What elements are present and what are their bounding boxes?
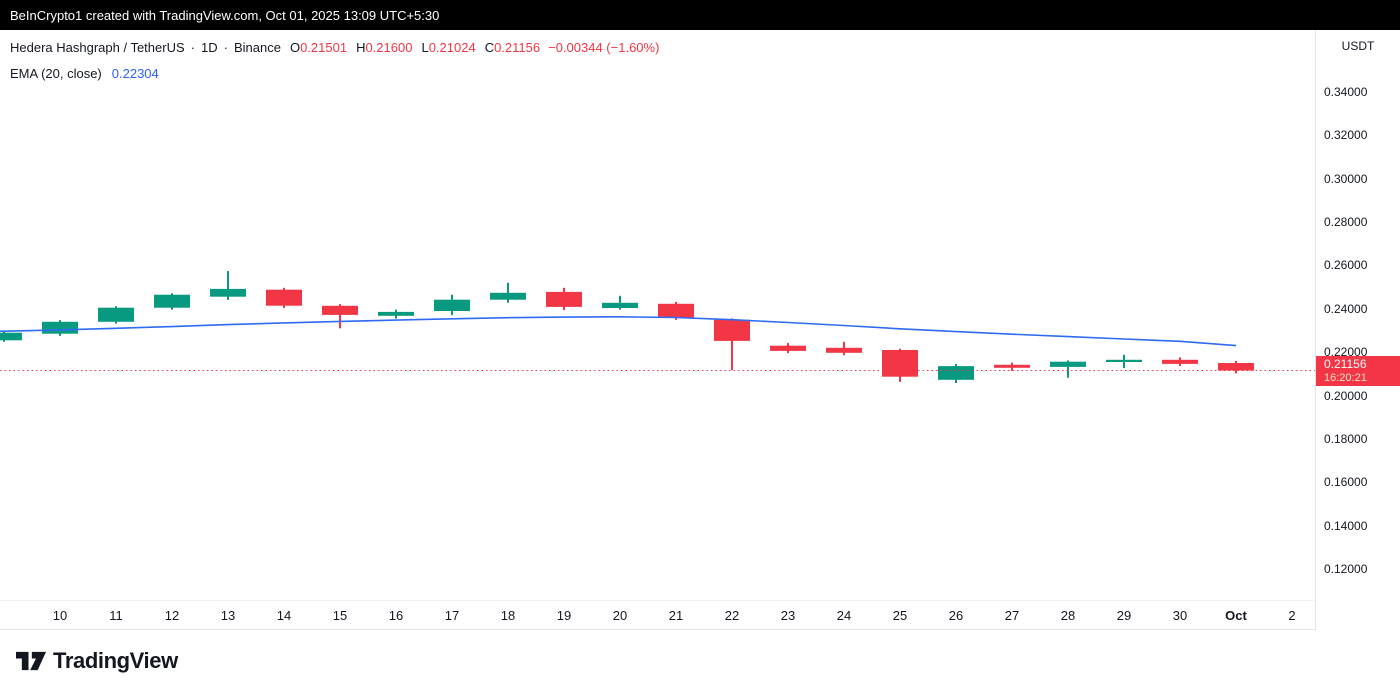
time-tick-label: 26 [948, 608, 964, 623]
watermark-bar: BeInCrypto1 created with TradingView.com… [0, 0, 1400, 30]
time-tick-label: 29 [1116, 608, 1132, 623]
candle-body [322, 305, 358, 315]
time-tick-label: 16 [388, 608, 404, 623]
price-tick-label: 0.18000 [1324, 432, 1368, 446]
chart-plot-area[interactable]: Hedera Hashgraph / TetherUS · 1D · Binan… [0, 30, 1315, 600]
time-tick-label: 19 [556, 608, 572, 623]
price-tick-label: 0.26000 [1324, 258, 1368, 272]
separator-dot: · [223, 39, 228, 55]
tradingview-wordmark[interactable]: TradingView [53, 648, 178, 673]
currency-toggle-button[interactable]: USDT [1341, 39, 1375, 53]
price-tick-label: 0.34000 [1324, 85, 1368, 99]
separator-dot: · [190, 39, 195, 55]
close-label: C [484, 39, 495, 55]
time-tick-label: 22 [724, 608, 740, 623]
candle-body [994, 364, 1030, 368]
candle-body [938, 366, 974, 380]
candle-body [98, 307, 134, 322]
footer: TradingView [0, 630, 1400, 692]
time-tick-label: 12 [164, 608, 180, 623]
candle-body [154, 294, 190, 308]
price-tick-label: 0.30000 [1324, 172, 1368, 186]
symbol-name[interactable]: Hedera Hashgraph / TetherUS [10, 39, 185, 55]
time-tick-label: 20 [612, 608, 628, 623]
ema-line [0, 315, 1237, 347]
candle-body [882, 350, 918, 377]
current-price-badge: 0.21156 16:20:21 [1316, 356, 1400, 386]
candle-body [266, 289, 302, 306]
tradingview-logo-icon[interactable] [16, 648, 46, 674]
close-value: 0.21156 [494, 39, 541, 55]
candle-body [602, 302, 638, 308]
time-tick-label: 21 [668, 608, 684, 623]
indicator-row: EMA (20, close) 0.22304 [10, 60, 659, 86]
price-tick-label: 0.20000 [1324, 389, 1368, 403]
price-tick-label: 0.28000 [1324, 215, 1368, 229]
candlestick-chart[interactable] [0, 30, 1315, 600]
open-label: O [289, 39, 301, 55]
exchange-label[interactable]: Binance [233, 39, 281, 55]
time-tick-label: 2 [1288, 608, 1296, 623]
candle-body [826, 347, 862, 353]
current-price-value: 0.21156 [1324, 357, 1367, 371]
high-label: H [356, 39, 366, 55]
time-tick-label: 24 [836, 608, 852, 623]
watermark-text: BeInCrypto1 created with TradingView.com… [10, 7, 440, 23]
high-value: 0.21600 [365, 39, 413, 55]
interval-label[interactable]: 1D [200, 39, 218, 55]
time-tick-label: 13 [220, 608, 236, 623]
candle-body [1218, 363, 1254, 371]
price-tick-label: 0.14000 [1324, 519, 1368, 533]
ema-indicator-value: 0.22304 [111, 65, 159, 81]
candle-body [714, 319, 750, 341]
time-tick-label: 14 [276, 608, 292, 623]
candle-body [210, 288, 246, 297]
time-tick-label: 30 [1172, 608, 1188, 623]
time-axis[interactable]: 10 11 12 13 14 15 16 17 18 19 20 21 22 23 24 25 26 27 28 29… [0, 600, 1315, 630]
legend: Hedera Hashgraph / TetherUS · 1D · Binan… [10, 34, 659, 86]
candle-body [1050, 361, 1086, 367]
open-value: 0.21501 [300, 39, 348, 55]
candle-body [0, 332, 22, 341]
price-tick-label: 0.32000 [1324, 128, 1368, 142]
price-axis[interactable]: USDT 0.34000 0.32000 0.30000 0.28000 0.26000… [1315, 30, 1400, 630]
candle-body [546, 291, 582, 307]
low-value: 0.21024 [428, 39, 476, 55]
ema-indicator-label[interactable]: EMA (20, close) [10, 65, 102, 81]
price-tick-label: 0.12000 [1324, 562, 1368, 576]
time-tick-label: 25 [892, 608, 908, 623]
candle-body [770, 345, 806, 351]
time-tick-label: 10 [52, 608, 68, 623]
price-tick-label: 0.16000 [1324, 475, 1368, 489]
time-tick-label: 28 [1060, 608, 1076, 623]
symbol-row: Hedera Hashgraph / TetherUS · 1D · Binan… [10, 34, 659, 60]
candle-body [42, 321, 78, 334]
candle-body [434, 299, 470, 311]
time-tick-label: 11 [109, 608, 123, 623]
time-tick-label: 23 [780, 608, 796, 623]
candle-body [658, 303, 694, 318]
candle-body [1162, 359, 1198, 364]
time-tick-label: 15 [332, 608, 348, 623]
price-tick-label: 0.22000 [1324, 345, 1368, 359]
low-label: L [421, 39, 429, 55]
time-tick-label: 17 [444, 608, 460, 623]
change-value: −0.00344 (−1.60%) [548, 39, 660, 55]
candle-body [378, 311, 414, 316]
time-tick-label: 18 [500, 608, 516, 623]
price-tick-label: 0.24000 [1324, 302, 1368, 316]
time-tick-label: 27 [1004, 608, 1020, 623]
chart-region: Hedera Hashgraph / TetherUS · 1D · Binan… [0, 30, 1400, 630]
time-tick-label: Oct [1225, 608, 1247, 623]
bar-countdown: 16:20:21 [1324, 372, 1367, 384]
candle-body [490, 292, 526, 300]
candle-body [1106, 359, 1142, 362]
